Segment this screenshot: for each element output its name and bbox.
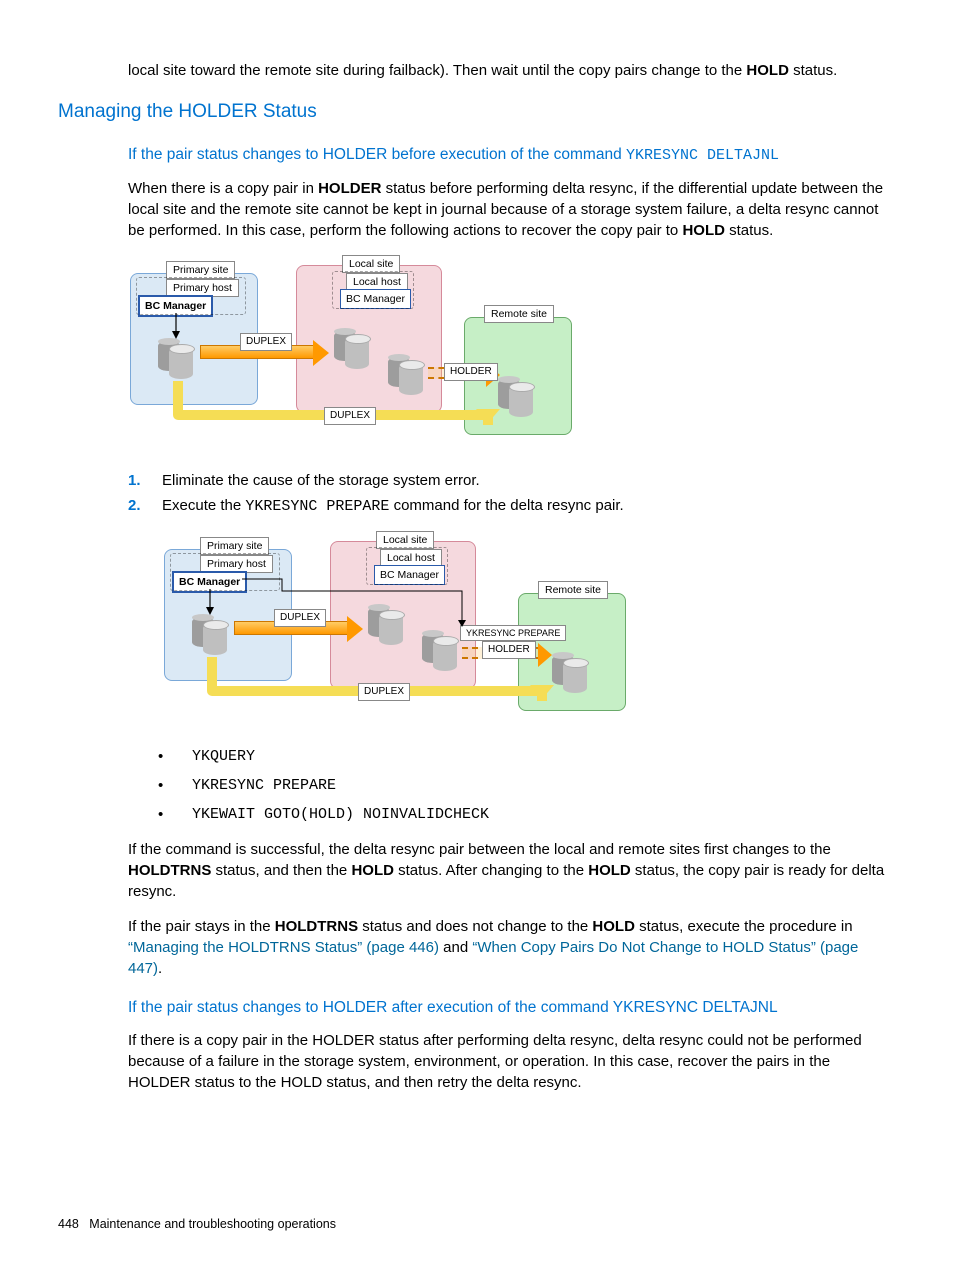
rp1b: HOLDTRNS — [128, 862, 211, 879]
result-p2: If the pair stays in the HOLDTRNS status… — [128, 916, 896, 979]
step-2-num: 2. — [128, 495, 162, 517]
intro-paragraph: local site toward the remote site during… — [128, 60, 896, 81]
sec1-paragraph: When there is a copy pair in HOLDER stat… — [128, 178, 896, 241]
sub1-mono: YKRESYNC DELTAJNL — [626, 147, 779, 164]
diagram-1-wrap: Primary site Primary host BC Manager Loc… — [128, 255, 896, 450]
rp2d: HOLD — [592, 918, 635, 935]
db-icon — [192, 613, 230, 655]
rp2c: status and does not change to the — [358, 918, 592, 935]
bullet-dot-icon: • — [158, 746, 192, 767]
rp1a: If the command is successful, the delta … — [128, 841, 831, 858]
step-1-num: 1. — [128, 470, 162, 491]
intro-bold: HOLD — [746, 62, 789, 79]
holder-label-1: HOLDER — [444, 363, 498, 381]
bullets-list: •YKQUERY •YKRESYNC PREPARE •YKEWAIT GOTO… — [158, 746, 896, 825]
local-host-dash — [332, 271, 414, 309]
subheading-after-exec: If the pair status changes to HOLDER aft… — [128, 997, 896, 1019]
db-icon — [158, 337, 196, 379]
subheading-before-exec: If the pair status changes to HOLDER bef… — [128, 144, 896, 166]
sec2-paragraph: If there is a copy pair in the HOLDER st… — [128, 1030, 896, 1093]
intro-a: local site toward the remote site during… — [128, 62, 746, 79]
duplex-label-2: DUPLEX — [358, 683, 410, 701]
bullet-dot-icon: • — [158, 775, 192, 796]
s2b: command for the delta resync pair. — [389, 497, 623, 514]
db-icon — [422, 629, 460, 671]
rp2f: and — [439, 939, 472, 956]
rp1e: status. After changing to the — [394, 862, 588, 879]
ykresync-prepare-label: YKRESYNC PREPARE — [460, 625, 566, 642]
bullet-3: •YKEWAIT GOTO(HOLD) NOINVALIDCHECK — [158, 804, 896, 825]
holder-label-2: HOLDER — [482, 641, 536, 659]
sec1-p1b: HOLDER — [318, 180, 381, 197]
s2a: Execute the — [162, 497, 245, 514]
link-holdtrns[interactable]: “Managing the HOLDTRNS Status” (page 446… — [128, 939, 439, 956]
rp1f: HOLD — [588, 862, 631, 879]
page-number: 448 — [58, 1217, 79, 1231]
diagram-2: Primary site Primary host BC Manager Loc… — [162, 531, 634, 726]
duplex-label-2: DUPLEX — [324, 407, 376, 425]
page-footer: 448 Maintenance and troubleshooting oper… — [58, 1216, 336, 1234]
sec1-p1d: HOLD — [682, 222, 725, 239]
step-2: 2.Execute the YKRESYNC PREPARE command f… — [128, 495, 896, 517]
step-2-text: Execute the YKRESYNC PREPARE command for… — [162, 495, 624, 517]
remote-site-label: Remote site — [538, 581, 608, 600]
diagram-2-wrap: Primary site Primary host BC Manager Loc… — [162, 531, 896, 726]
primary-host-dash — [136, 277, 246, 315]
duplex-label-1: DUPLEX — [240, 333, 292, 351]
bullet-1-text: YKQUERY — [192, 746, 255, 767]
rp2b: HOLDTRNS — [275, 918, 358, 935]
rp2e: status, execute the procedure in — [635, 918, 853, 935]
db-icon — [334, 327, 372, 369]
db-icon — [368, 603, 406, 645]
bullet-1: •YKQUERY — [158, 746, 896, 767]
bullet-2: •YKRESYNC PREPARE — [158, 775, 896, 796]
rp1d: HOLD — [351, 862, 394, 879]
primary-host-dash — [170, 553, 280, 591]
bullet-2-text: YKRESYNC PREPARE — [192, 775, 336, 796]
step-1-text: Eliminate the cause of the storage syste… — [162, 470, 480, 491]
intro-b: status. — [789, 62, 837, 79]
s2mono: YKRESYNC PREPARE — [245, 498, 389, 515]
result-p1: If the command is successful, the delta … — [128, 839, 896, 902]
db-icon — [498, 375, 536, 417]
bullet-3-text: YKEWAIT GOTO(HOLD) NOINVALIDCHECK — [192, 804, 489, 825]
duplex-label-1: DUPLEX — [274, 609, 326, 627]
sub1-a: If the pair status changes to HOLDER bef… — [128, 146, 626, 163]
diagram-1: Primary site Primary host BC Manager Loc… — [128, 255, 573, 450]
rp2g: . — [158, 960, 162, 977]
db-icon — [552, 651, 590, 693]
remote-site-label: Remote site — [484, 305, 554, 324]
rp1c: status, and then the — [211, 862, 351, 879]
heading-managing-holder: Managing the HOLDER Status — [58, 99, 896, 126]
rp2a: If the pair stays in the — [128, 918, 275, 935]
section-title: Maintenance and troubleshooting operatio… — [89, 1217, 336, 1231]
steps-list: 1.Eliminate the cause of the storage sys… — [128, 470, 896, 517]
bullet-dot-icon: • — [158, 804, 192, 825]
sec1-p1a: When there is a copy pair in — [128, 180, 318, 197]
step-1: 1.Eliminate the cause of the storage sys… — [128, 470, 896, 491]
sec1-p1e: status. — [725, 222, 773, 239]
local-host-dash — [366, 547, 448, 585]
db-icon — [388, 353, 426, 395]
